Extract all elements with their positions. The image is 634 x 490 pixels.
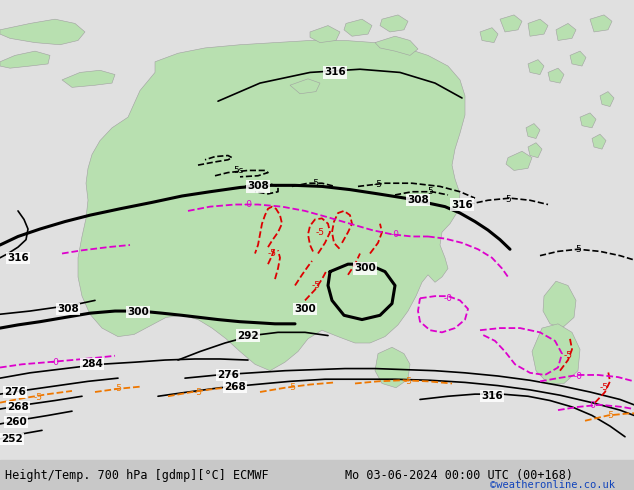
Text: Height/Temp. 700 hPa [gdmp][°C] ECMWF: Height/Temp. 700 hPa [gdmp][°C] ECMWF — [5, 468, 269, 482]
Text: 316: 316 — [481, 391, 503, 401]
Text: -0: -0 — [243, 200, 252, 209]
Text: -5: -5 — [600, 383, 609, 392]
Polygon shape — [543, 281, 576, 328]
Polygon shape — [290, 79, 320, 94]
Text: 316: 316 — [451, 199, 473, 210]
Text: 284: 284 — [81, 359, 103, 369]
Text: -5: -5 — [113, 384, 122, 393]
Text: -5: -5 — [311, 281, 321, 290]
Polygon shape — [528, 143, 542, 158]
Text: -5: -5 — [605, 411, 614, 420]
Text: 308: 308 — [247, 181, 269, 192]
Text: 300: 300 — [127, 307, 149, 317]
Text: -5: -5 — [373, 180, 382, 189]
Polygon shape — [310, 25, 340, 43]
Polygon shape — [375, 347, 410, 388]
Text: -5: -5 — [287, 383, 297, 392]
Text: -5: -5 — [403, 377, 413, 386]
Text: 316: 316 — [7, 253, 29, 263]
Text: -0: -0 — [588, 401, 597, 410]
Polygon shape — [528, 19, 548, 36]
Text: 268: 268 — [224, 382, 246, 392]
Polygon shape — [590, 15, 612, 32]
Text: -5: -5 — [193, 388, 202, 396]
Bar — [0, 460, 634, 490]
Text: -0: -0 — [444, 294, 453, 303]
Text: 268: 268 — [7, 402, 29, 412]
Text: -0: -0 — [574, 371, 583, 381]
Polygon shape — [344, 19, 372, 36]
Polygon shape — [506, 151, 532, 171]
Polygon shape — [380, 15, 408, 32]
Text: 308: 308 — [57, 304, 79, 314]
Polygon shape — [548, 68, 564, 83]
Text: Mo 03-06-2024 00:00 UTC (00+168): Mo 03-06-2024 00:00 UTC (00+168) — [345, 468, 573, 482]
Polygon shape — [375, 36, 418, 55]
Text: -0: -0 — [391, 230, 399, 239]
Text: 260: 260 — [5, 417, 27, 427]
Text: 5: 5 — [505, 195, 511, 204]
Text: -0: -0 — [51, 358, 60, 367]
Text: -5: -5 — [564, 351, 573, 360]
Text: 316: 316 — [324, 68, 346, 77]
Polygon shape — [528, 60, 544, 74]
Text: 276: 276 — [217, 370, 239, 380]
Polygon shape — [526, 123, 540, 139]
Polygon shape — [0, 51, 50, 68]
Text: 276: 276 — [4, 387, 26, 397]
Polygon shape — [62, 70, 115, 87]
Text: -5: -5 — [34, 393, 42, 402]
Text: 300: 300 — [354, 264, 376, 273]
Polygon shape — [580, 113, 596, 128]
Polygon shape — [592, 134, 606, 149]
Text: 292: 292 — [237, 331, 259, 341]
Text: ©weatheronline.co.uk: ©weatheronline.co.uk — [490, 480, 615, 490]
Text: 308: 308 — [407, 195, 429, 205]
Text: 5s: 5s — [233, 166, 243, 175]
Polygon shape — [480, 28, 498, 43]
Polygon shape — [0, 19, 85, 45]
Polygon shape — [500, 15, 522, 32]
Polygon shape — [78, 41, 465, 371]
Text: 300: 300 — [294, 304, 316, 314]
Polygon shape — [556, 24, 576, 41]
Polygon shape — [570, 51, 586, 66]
Polygon shape — [532, 324, 580, 384]
Text: -5: -5 — [268, 249, 276, 258]
Text: 5: 5 — [575, 245, 581, 254]
Polygon shape — [600, 92, 614, 106]
Text: -5: -5 — [311, 179, 320, 188]
Text: -5: -5 — [316, 228, 325, 237]
Text: 252: 252 — [1, 434, 23, 444]
Text: 5: 5 — [427, 187, 433, 196]
